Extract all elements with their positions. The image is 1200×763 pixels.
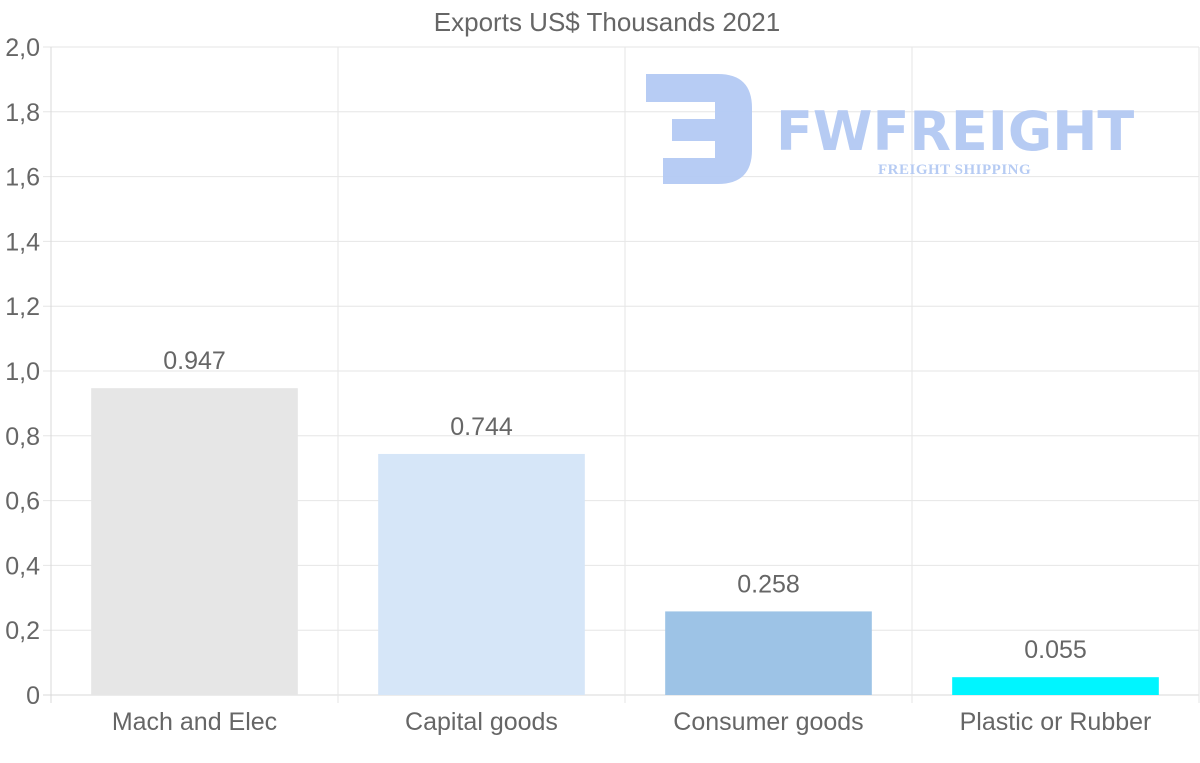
x-category-label: Plastic or Rubber <box>960 708 1152 736</box>
x-category-label: Mach and Elec <box>112 708 277 736</box>
x-category-label: Capital goods <box>405 708 558 736</box>
bar-value-label: 0.744 <box>450 413 513 441</box>
watermark-name: FWFREIGHT <box>776 100 1134 163</box>
bar-value-label: 0.055 <box>1024 636 1087 664</box>
y-tick-label: 0,6 <box>5 488 40 516</box>
y-tick-label: 0,4 <box>5 552 40 580</box>
y-tick-label: 1,8 <box>5 99 40 127</box>
watermark-logo: FWFREIGHT FREIGHT SHIPPING <box>646 74 1134 184</box>
fwfreight-logo-icon <box>646 74 752 184</box>
bar-value-label: 0.258 <box>737 570 800 598</box>
chart-title: Exports US$ Thousands 2021 <box>434 7 780 37</box>
bar[interactable] <box>378 453 585 695</box>
bar-value-label: 0.947 <box>163 347 226 375</box>
y-tick-label: 1,6 <box>5 164 40 192</box>
bar[interactable] <box>952 677 1159 695</box>
x-category-label: Consumer goods <box>673 708 863 736</box>
x-axis-categories: Mach and Elec Capital goods Consumer goods… <box>112 708 1152 736</box>
bars-layer: 0.947 0.744 0.258 0.055 <box>91 347 1159 695</box>
y-axis-ticks: 0 0,2 0,4 0,6 0,8 1,0 1,2 1,4 1,6 1,8 2,0 <box>5 34 40 710</box>
bar[interactable] <box>91 388 298 695</box>
watermark-tagline: FREIGHT SHIPPING <box>878 162 1031 178</box>
y-tick-label: 0,8 <box>5 423 40 451</box>
y-tick-label: 1,0 <box>5 358 40 386</box>
y-tick-label: 1,2 <box>5 293 40 321</box>
bar[interactable] <box>665 611 872 695</box>
y-tick-label: 2,0 <box>5 34 40 62</box>
y-tick-label: 1,4 <box>5 228 40 256</box>
y-tick-label: 0,2 <box>5 617 40 645</box>
grid-layer <box>43 46 1200 703</box>
y-tick-label: 0 <box>26 682 40 710</box>
